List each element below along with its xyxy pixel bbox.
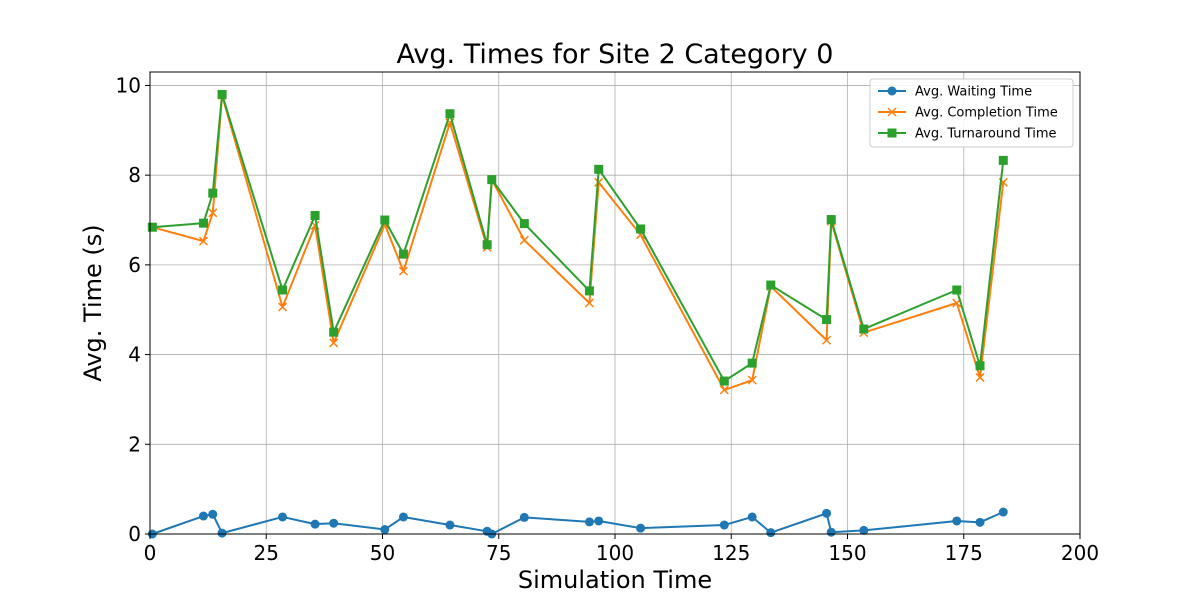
data-point: [826, 215, 836, 225]
data-point: [747, 358, 757, 368]
y-axis-title: Avg. Time (s): [79, 224, 107, 381]
data-point: [217, 528, 227, 538]
data-point: [584, 286, 594, 296]
data-point: [310, 519, 320, 529]
legend-label: Avg. Waiting Time: [915, 85, 1032, 100]
data-point: [584, 298, 594, 308]
x-tick-label: 150: [828, 541, 866, 565]
data-point: [519, 219, 529, 229]
series-avg-turnaround-time: [147, 89, 1008, 386]
data-point: [975, 372, 985, 382]
x-tick-label: 125: [712, 541, 750, 565]
x-tick-label: 50: [370, 541, 395, 565]
data-point: [208, 509, 218, 519]
data-point: [719, 376, 729, 386]
chart-title: Avg. Times for Site 2 Category 0: [397, 39, 834, 70]
data-point: [519, 235, 529, 245]
x-tick-label: 0: [144, 541, 157, 565]
data-point: [208, 188, 218, 198]
data-point: [822, 508, 832, 518]
data-point: [487, 175, 497, 185]
data-point: [952, 516, 962, 526]
data-point: [310, 211, 320, 221]
legend-label: Avg. Turnaround Time: [915, 127, 1057, 142]
data-point: [766, 528, 776, 538]
data-point: [952, 285, 962, 295]
ticks: 0 25 50 75 100 125 150 175 200 0 2 4 6 8 10: [116, 73, 1100, 565]
x-axis-title: Simulation Time: [518, 566, 712, 594]
legend-label: Avg. Completion Time: [915, 106, 1058, 121]
data-point: [998, 155, 1008, 165]
legend-marker: [887, 86, 897, 96]
y-tick-label: 2: [128, 432, 141, 456]
y-tick-label: 8: [128, 163, 141, 187]
data-point: [217, 89, 227, 99]
data-point: [147, 222, 157, 232]
data-point: [822, 315, 832, 325]
series-avg-waiting-time: [147, 507, 1008, 539]
y-tick-label: 10: [116, 73, 141, 97]
data-point: [380, 525, 390, 535]
x-tick-label: 200: [1061, 541, 1099, 565]
x-tick-label: 25: [254, 541, 279, 565]
x-tick-label: 175: [945, 541, 983, 565]
legend-item: Avg. Completion Time: [878, 106, 1058, 121]
data-point: [998, 507, 1008, 517]
data-point: [747, 375, 757, 385]
legend: Avg. Waiting Time Avg. Completion Time Avg…: [869, 78, 1074, 148]
data-point: [445, 109, 455, 119]
data-point: [445, 520, 455, 530]
data-point: [519, 512, 529, 522]
x-tick-label: 75: [486, 541, 511, 565]
series-layer: [147, 89, 1008, 539]
y-tick-label: 6: [128, 253, 141, 277]
data-point: [398, 249, 408, 259]
data-point: [826, 527, 836, 537]
data-point: [636, 523, 646, 533]
data-point: [329, 327, 339, 337]
data-point: [482, 240, 492, 250]
legend-box: [869, 78, 1074, 148]
data-point: [822, 335, 832, 345]
y-tick-label: 4: [128, 343, 141, 367]
data-point: [329, 518, 339, 528]
data-point: [975, 361, 985, 371]
legend-marker: [887, 128, 897, 138]
data-point: [329, 338, 339, 348]
data-point: [278, 285, 288, 295]
data-point: [719, 520, 729, 530]
data-point: [398, 266, 408, 276]
data-point: [859, 324, 869, 334]
y-tick-label: 0: [128, 522, 141, 546]
data-point: [198, 218, 208, 228]
data-point: [584, 517, 594, 527]
data-point: [398, 512, 408, 522]
data-point: [198, 511, 208, 521]
x-tick-label: 100: [596, 541, 634, 565]
data-point: [380, 215, 390, 225]
data-point: [594, 164, 604, 174]
data-point: [719, 385, 729, 395]
legend-marker: [887, 107, 897, 117]
data-point: [278, 512, 288, 522]
data-point: [208, 208, 218, 218]
data-point: [747, 512, 757, 522]
data-point: [594, 516, 604, 526]
data-point: [859, 525, 869, 535]
data-point: [277, 302, 288, 312]
data-point: [766, 280, 776, 290]
data-point: [636, 224, 646, 234]
data-point: [198, 236, 209, 246]
data-point: [975, 517, 985, 527]
legend-item: Avg. Waiting Time: [878, 85, 1032, 100]
legend-item: Avg. Turnaround Time: [878, 127, 1057, 142]
